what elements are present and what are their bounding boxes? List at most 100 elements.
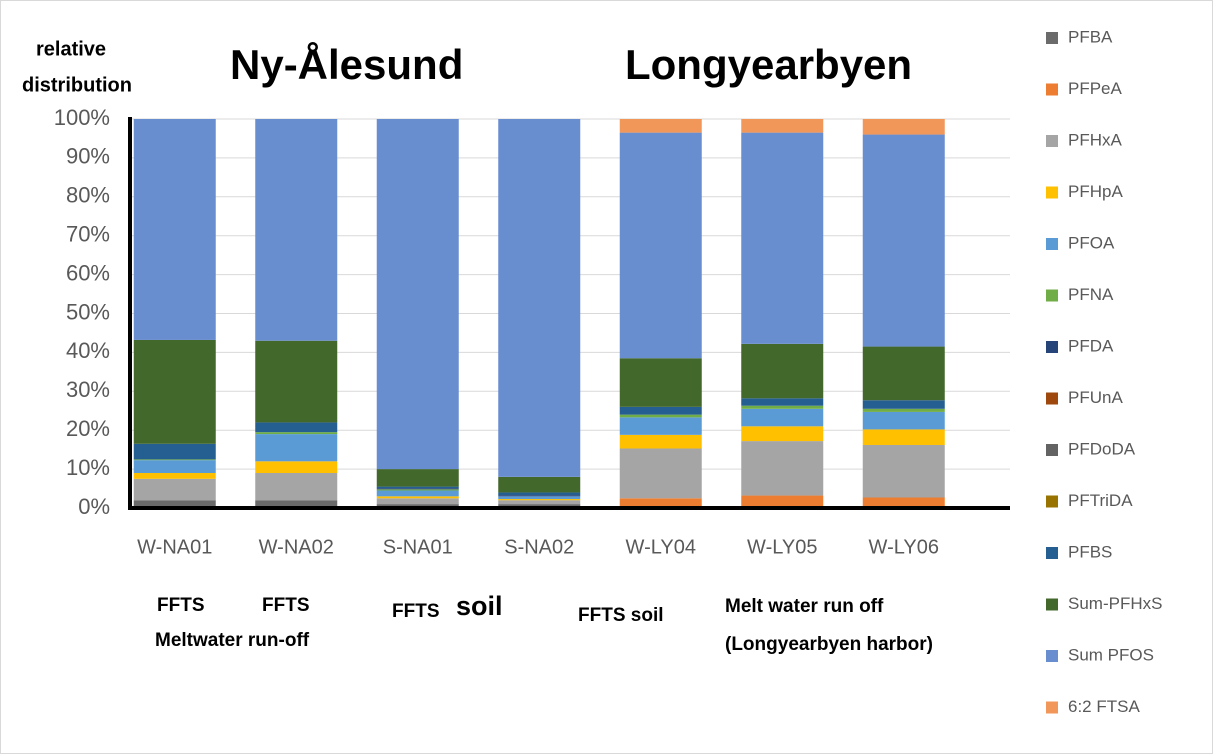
bar-segment — [133, 478, 216, 501]
annotation: FFTS — [392, 601, 440, 622]
x-tick-label: W-NA02 — [259, 536, 334, 558]
bar-segment — [619, 498, 702, 507]
legend-swatch — [1046, 186, 1058, 199]
x-tick-label: S-NA02 — [504, 536, 574, 558]
bar-segment — [133, 443, 216, 460]
annotation: FFTS soil — [578, 605, 664, 626]
legend-label: PFHpA — [1068, 182, 1123, 201]
annotation: Melt water run off — [725, 596, 884, 617]
bar-segment — [619, 358, 702, 407]
legend-swatch — [1046, 650, 1058, 662]
x-tick-label: S-NA01 — [383, 536, 453, 558]
legend-swatch — [1046, 392, 1058, 405]
bar-segment — [255, 340, 338, 423]
legend-swatch — [1046, 135, 1058, 147]
y-tick-label: 20% — [66, 416, 110, 441]
bar-segment — [498, 476, 581, 493]
bar-segment — [862, 411, 945, 430]
y-axis-label: distribution — [22, 74, 132, 96]
bar-segment — [741, 426, 824, 442]
annotation: Meltwater run-off — [155, 630, 310, 651]
legend-label: PFNA — [1068, 285, 1114, 304]
bar-segment — [862, 400, 945, 409]
legend-swatch — [1046, 289, 1058, 302]
bar-segment — [619, 417, 702, 435]
y-tick-label: 90% — [66, 144, 110, 169]
bar-segment — [862, 346, 945, 401]
bar-segment — [619, 406, 702, 415]
legend-label: 6:2 FTSA — [1068, 697, 1140, 716]
bar-segment — [255, 472, 338, 501]
bar-segment — [498, 499, 581, 501]
bar-segment — [255, 432, 338, 435]
legend-label: PFOA — [1068, 233, 1115, 252]
bar-segment — [255, 434, 338, 462]
bar-segment — [133, 459, 216, 461]
bar-segment — [255, 500, 338, 508]
bar-segment — [741, 343, 824, 399]
y-tick-label: 50% — [66, 299, 110, 324]
annotation: soil — [456, 591, 503, 621]
legend-swatch — [1046, 444, 1058, 456]
legend-label: Sum PFOS — [1068, 645, 1154, 664]
bar-segment — [619, 132, 702, 359]
bar-segment — [133, 472, 216, 479]
bar-segment — [741, 441, 824, 496]
x-tick-label: W-LY05 — [747, 536, 817, 558]
y-tick-label: 40% — [66, 338, 110, 363]
legend-swatch — [1046, 83, 1058, 96]
x-tick-label: W-LY04 — [626, 536, 696, 558]
annotation: FFTS — [262, 595, 310, 616]
bar-segment — [498, 500, 581, 505]
legend-label: Sum-PFHxS — [1068, 594, 1162, 613]
bar-segment — [498, 496, 581, 500]
legend-label: PFHxA — [1068, 130, 1123, 149]
bar-segment — [376, 469, 459, 487]
bar-segment — [255, 461, 338, 473]
bar-segment — [741, 132, 824, 344]
y-tick-label: 30% — [66, 377, 110, 402]
bar-segment — [498, 492, 581, 496]
legend-label: PFDoDA — [1068, 439, 1136, 458]
bar-segment — [376, 488, 459, 490]
y-tick-label: 80% — [66, 183, 110, 208]
bar-segment — [255, 422, 338, 433]
x-tick-label: W-NA01 — [137, 536, 212, 558]
legend-label: PFPeA — [1068, 79, 1123, 98]
legend-label: PFTriDA — [1068, 491, 1133, 510]
legend-swatch — [1046, 701, 1058, 714]
bar-segment — [376, 486, 459, 489]
bar-segment — [862, 408, 945, 412]
site-title: Longyearbyen — [625, 41, 912, 88]
bar-segment — [619, 434, 702, 449]
bar-segment — [376, 490, 459, 497]
bar-segment — [376, 498, 459, 505]
bar-segment — [619, 414, 702, 418]
bar-segment — [862, 134, 945, 347]
bar-segment — [133, 119, 216, 340]
site-title: Ny-Ålesund — [230, 41, 463, 88]
bar-segment — [741, 408, 824, 427]
bar-segment — [376, 496, 459, 499]
bar-segment — [741, 398, 824, 406]
legend-swatch — [1046, 32, 1058, 44]
bar-segment — [498, 119, 581, 477]
bar-segment — [862, 444, 945, 498]
annotation: FFTS — [157, 595, 205, 616]
y-tick-label: 100% — [54, 105, 110, 130]
bar-segment — [741, 495, 824, 507]
legend-swatch — [1046, 547, 1058, 559]
y-tick-label: 70% — [66, 222, 110, 247]
bar-segment — [376, 119, 459, 470]
bar-segment — [255, 119, 338, 341]
bar-segment — [862, 119, 945, 135]
x-tick-label: W-LY06 — [869, 536, 939, 558]
bar-segment — [862, 497, 945, 507]
y-axis-label: relative — [36, 38, 106, 60]
legend-label: PFBS — [1068, 542, 1112, 561]
legend-label: PFUnA — [1068, 388, 1123, 407]
bar-segment — [133, 339, 216, 444]
y-tick-label: 60% — [66, 260, 110, 285]
bar-segment — [133, 500, 216, 508]
y-tick-label: 10% — [66, 455, 110, 480]
